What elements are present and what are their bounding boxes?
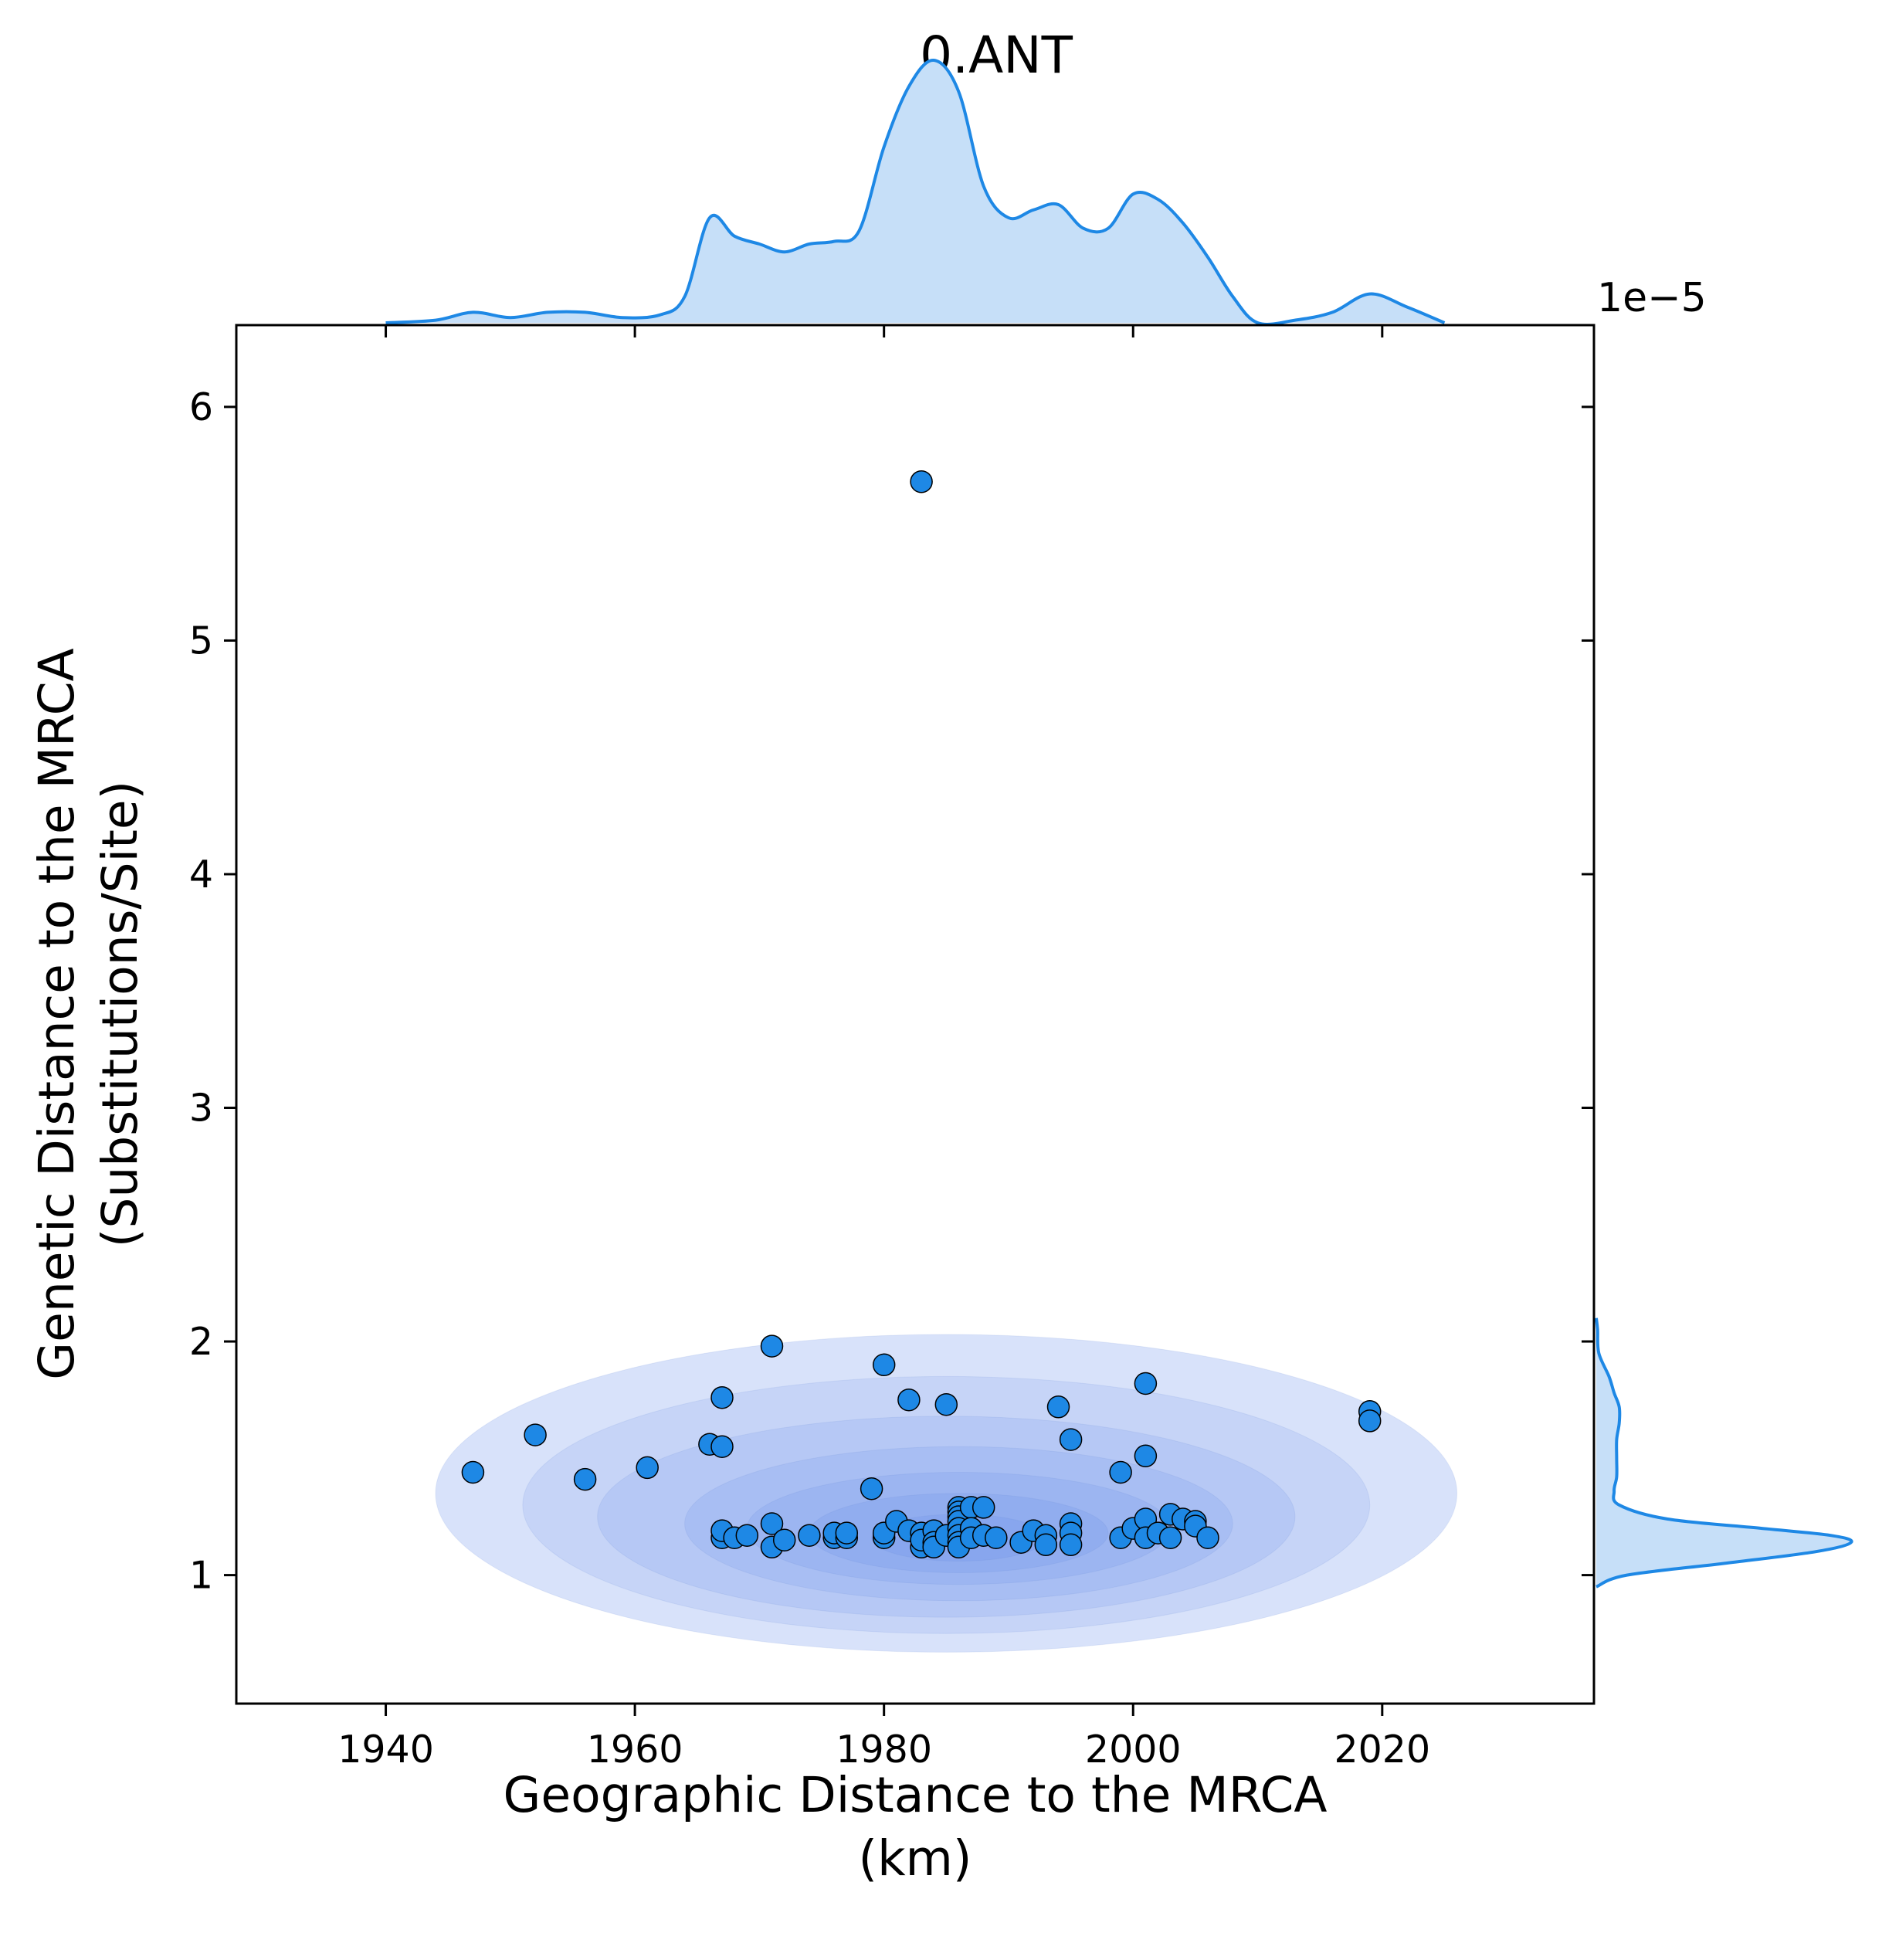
- x-tick-label-1960: 1960: [587, 1728, 683, 1772]
- scatter-point-22: [872, 1353, 896, 1377]
- marginal-y-line: [1595, 1317, 1853, 1589]
- x-tick-label-2020: 2020: [1334, 1728, 1430, 1772]
- y-axis: 1 2 3 4 5 6: [189, 385, 1594, 1598]
- scatter-point-21: [860, 1477, 883, 1501]
- y-tick-label-1: 1: [189, 1554, 213, 1598]
- marginal-x-density: [385, 59, 1446, 326]
- x-tick-label-2000: 2000: [1085, 1728, 1182, 1772]
- marginal-x-fill: [385, 59, 1445, 324]
- x-axis-label-line-1: Geographic Distance to the MRCA: [504, 1767, 1328, 1823]
- y-tick-label-5: 5: [189, 619, 213, 663]
- scatter-point-55: [1046, 1395, 1070, 1419]
- scatter-point-60: [1109, 1460, 1132, 1484]
- scatter-point-48: [972, 1496, 995, 1519]
- scatter-point-73: [1196, 1526, 1219, 1549]
- scatter-point-26: [897, 1388, 921, 1412]
- x-tick-label-1940: 1940: [337, 1728, 434, 1772]
- scatter-point-4: [636, 1456, 659, 1480]
- scatter-point-16: [798, 1524, 821, 1547]
- scatter-point-11: [735, 1524, 759, 1547]
- x-tick-label-1980: 1980: [836, 1728, 932, 1772]
- kde-level-2: [522, 1375, 1371, 1634]
- scatter-point-1: [461, 1460, 485, 1484]
- scatter-point-13: [760, 1512, 784, 1535]
- scatter-point-3: [573, 1467, 597, 1491]
- scatter-point-20: [835, 1521, 859, 1545]
- marginal-y-density: [1595, 1317, 1853, 1589]
- y-tick-label-3: 3: [189, 1087, 213, 1131]
- plot-frame: [235, 324, 1595, 1705]
- scatter-point-2: [524, 1423, 547, 1446]
- y-axis-label-line-2: (Substitutions/Site): [92, 781, 148, 1247]
- scatter-point-7: [710, 1385, 734, 1409]
- scatter-points: [461, 470, 1382, 1559]
- x-axis-label-line-2: (km): [858, 1830, 972, 1887]
- scatter-point-64: [1134, 1444, 1158, 1468]
- scatter-point-6: [710, 1435, 734, 1458]
- scatter-point-28: [910, 470, 933, 493]
- x-axis: 1940 1960 1980 2000 2020: [337, 325, 1430, 1772]
- scatter-point-63: [1134, 1372, 1158, 1395]
- scatter-point-59: [1059, 1533, 1083, 1557]
- scatter-point-69: [1158, 1526, 1182, 1549]
- marginal-y-fill: [1596, 1317, 1852, 1587]
- y-tick-label-6: 6: [189, 385, 213, 429]
- scatter-point-35: [934, 1392, 958, 1416]
- marginal-x-line: [385, 59, 1446, 326]
- y-tick-label-2: 2: [189, 1320, 213, 1364]
- kde-level-1: [435, 1334, 1458, 1653]
- scatter-point-12: [760, 1334, 784, 1358]
- scatter-point-54: [1034, 1533, 1058, 1557]
- joint-kde-contours: [435, 1334, 1458, 1653]
- scatter-point-15: [772, 1528, 796, 1551]
- y-offset-text: 1e−5: [1597, 275, 1707, 321]
- y-tick-label-4: 4: [189, 853, 213, 897]
- scatter-point-56: [1059, 1428, 1083, 1451]
- scatter-point-75: [1358, 1409, 1382, 1433]
- scatter-point-50: [985, 1526, 1008, 1549]
- y-axis-label-line-1: Genetic Distance to the MRCA: [29, 648, 85, 1379]
